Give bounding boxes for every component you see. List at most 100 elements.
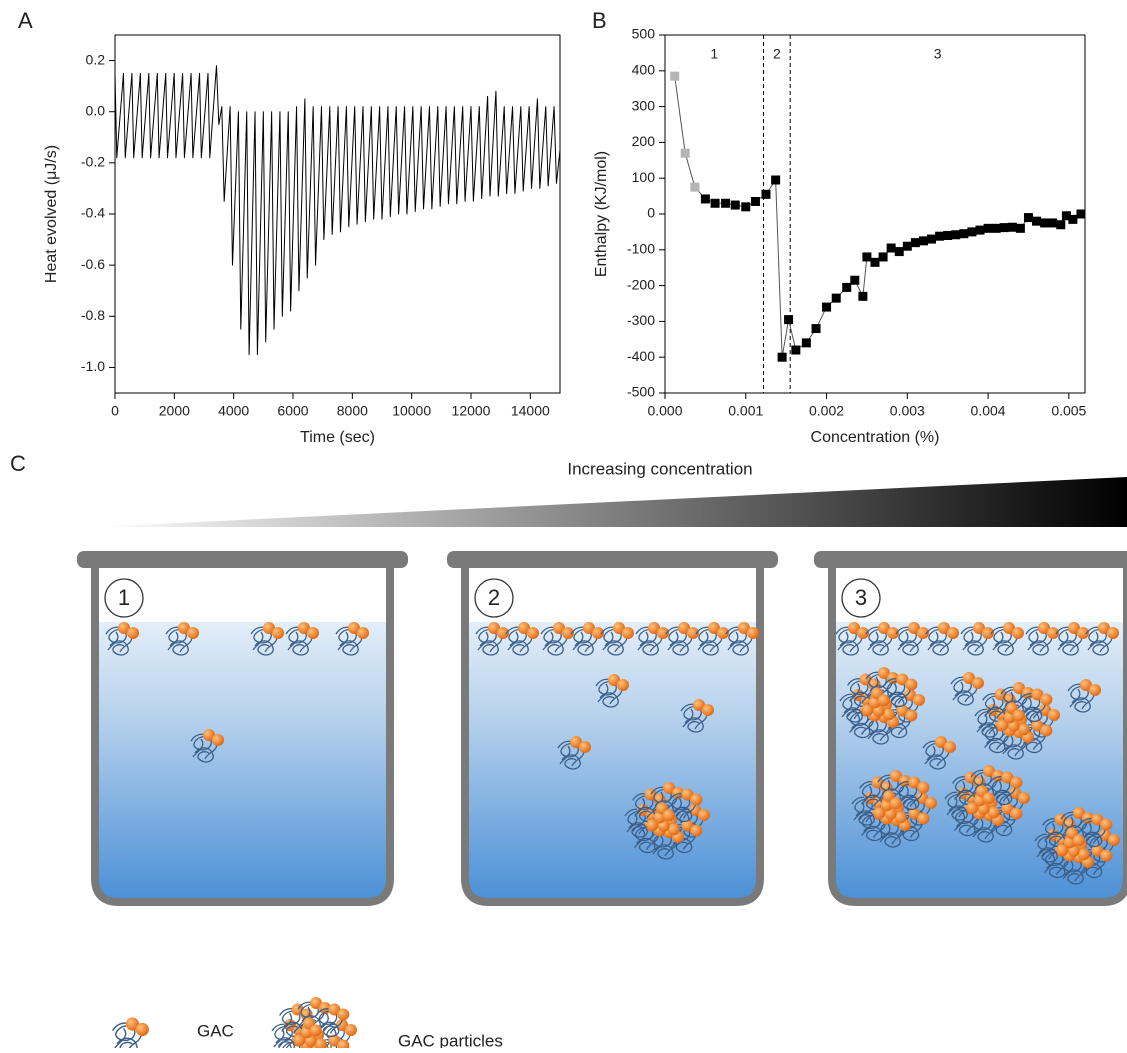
- gac-head: [608, 674, 620, 686]
- gac-chain: [865, 671, 887, 689]
- y-axis-title: Enthalpy (KJ/mol): [593, 151, 610, 277]
- point: [1015, 223, 1025, 233]
- gac-chain: [194, 747, 214, 763]
- y-tick-label: 300: [632, 97, 656, 113]
- gac-molecule: [165, 622, 199, 656]
- gac-chain: [1069, 688, 1095, 710]
- gac-head: [617, 679, 629, 691]
- gac-chain: [1000, 686, 1022, 704]
- y-tick-label: -500: [627, 384, 655, 400]
- water: [95, 622, 390, 902]
- point: [1061, 211, 1071, 221]
- gac-chain: [668, 793, 691, 810]
- gac-chain: [837, 631, 863, 653]
- gac-chain: [964, 640, 984, 656]
- gac-chain: [1034, 833, 1056, 851]
- plot-frame: [664, 34, 1086, 394]
- gac-head: [1047, 627, 1059, 639]
- x-tick-label: 0.005: [1051, 403, 1086, 419]
- arrow-label: Increasing concentration: [567, 459, 752, 478]
- gac-chain: [994, 640, 1014, 656]
- gac-molecule: [600, 622, 634, 656]
- gac-chain: [877, 774, 899, 792]
- gac-head: [345, 1024, 357, 1036]
- gac-molecule: [105, 622, 139, 656]
- gac-chain: [924, 745, 950, 767]
- gac-chain: [105, 626, 127, 644]
- gac-chain: [1042, 818, 1064, 835]
- point: [811, 324, 821, 334]
- beaker: 3: [814, 551, 1127, 906]
- point: [750, 196, 760, 206]
- stage-label: 3: [855, 585, 867, 610]
- gac-molecule: [315, 1003, 350, 1038]
- gac-chain: [1027, 631, 1053, 653]
- gac-head: [690, 824, 703, 837]
- gac-chain: [954, 812, 980, 833]
- gac-chain: [978, 722, 998, 738]
- gac-chain: [879, 823, 905, 845]
- gac-chain: [883, 678, 906, 695]
- gac-head: [972, 677, 984, 689]
- gac-head: [882, 708, 895, 721]
- gac-chain: [729, 640, 749, 656]
- gac-head: [127, 627, 139, 639]
- gac-molecule: [635, 622, 669, 656]
- gac-head: [687, 627, 699, 639]
- gac-head: [187, 627, 199, 639]
- gac-chain: [667, 631, 693, 653]
- gac-chain: [867, 631, 893, 653]
- point: [1040, 218, 1050, 228]
- gac-chain: [570, 626, 592, 644]
- legend-label: GAC particles: [398, 1031, 503, 1048]
- gac-head: [298, 622, 310, 634]
- gac-chain: [1002, 735, 1028, 757]
- gac-head: [917, 781, 930, 794]
- gac-head: [1089, 684, 1101, 696]
- gac-head: [1013, 682, 1025, 694]
- x-axis-title: Time (sec): [300, 429, 375, 446]
- gac-chain: [680, 703, 702, 721]
- gac-head: [973, 794, 986, 807]
- x-tick-label: 12000: [452, 403, 491, 419]
- gac-molecule: [190, 729, 224, 763]
- y-tick-label: -100: [627, 241, 655, 257]
- gac-head: [690, 793, 703, 806]
- gac-chain: [962, 631, 988, 653]
- gac-chain: [254, 640, 274, 656]
- gac-molecule: [835, 622, 869, 656]
- point: [878, 252, 888, 262]
- gac-head: [570, 736, 582, 748]
- gac-chain: [337, 631, 363, 653]
- gac-head: [982, 627, 994, 639]
- gac-head: [1080, 679, 1092, 691]
- gac-chain: [863, 825, 883, 842]
- gac-chain: [665, 626, 687, 644]
- gac-chain: [116, 1037, 138, 1053]
- gac-chain: [650, 786, 672, 804]
- gac-chain: [669, 640, 689, 656]
- gac-head: [1107, 627, 1119, 639]
- gac-particle: [1034, 807, 1120, 885]
- gac-molecule: [960, 622, 994, 656]
- gac-chain: [992, 631, 1018, 653]
- point: [791, 345, 801, 355]
- gac-head: [996, 719, 1009, 732]
- gac-chain: [925, 626, 947, 644]
- y-tick-label: 400: [632, 62, 656, 78]
- gac-head: [1001, 802, 1014, 815]
- beaker-lid: [77, 551, 408, 568]
- y-tick-label: 100: [632, 169, 656, 185]
- gac-head: [1031, 719, 1044, 732]
- gac-head: [293, 1034, 306, 1047]
- gac-chain: [1082, 831, 1103, 848]
- gac-chain: [990, 626, 1012, 644]
- x-tick-label: 0.001: [728, 403, 763, 419]
- beaker-wall: [461, 568, 764, 906]
- gac-molecule: [595, 674, 629, 708]
- chart: A 0 2000 4000 6000 8000 10000 12000 14000 0.2 0.0 -…: [18, 8, 561, 446]
- gac-head: [553, 622, 565, 634]
- x-tick-label: 8000: [337, 403, 368, 419]
- gac-head: [272, 627, 284, 639]
- gac-head: [1077, 627, 1089, 639]
